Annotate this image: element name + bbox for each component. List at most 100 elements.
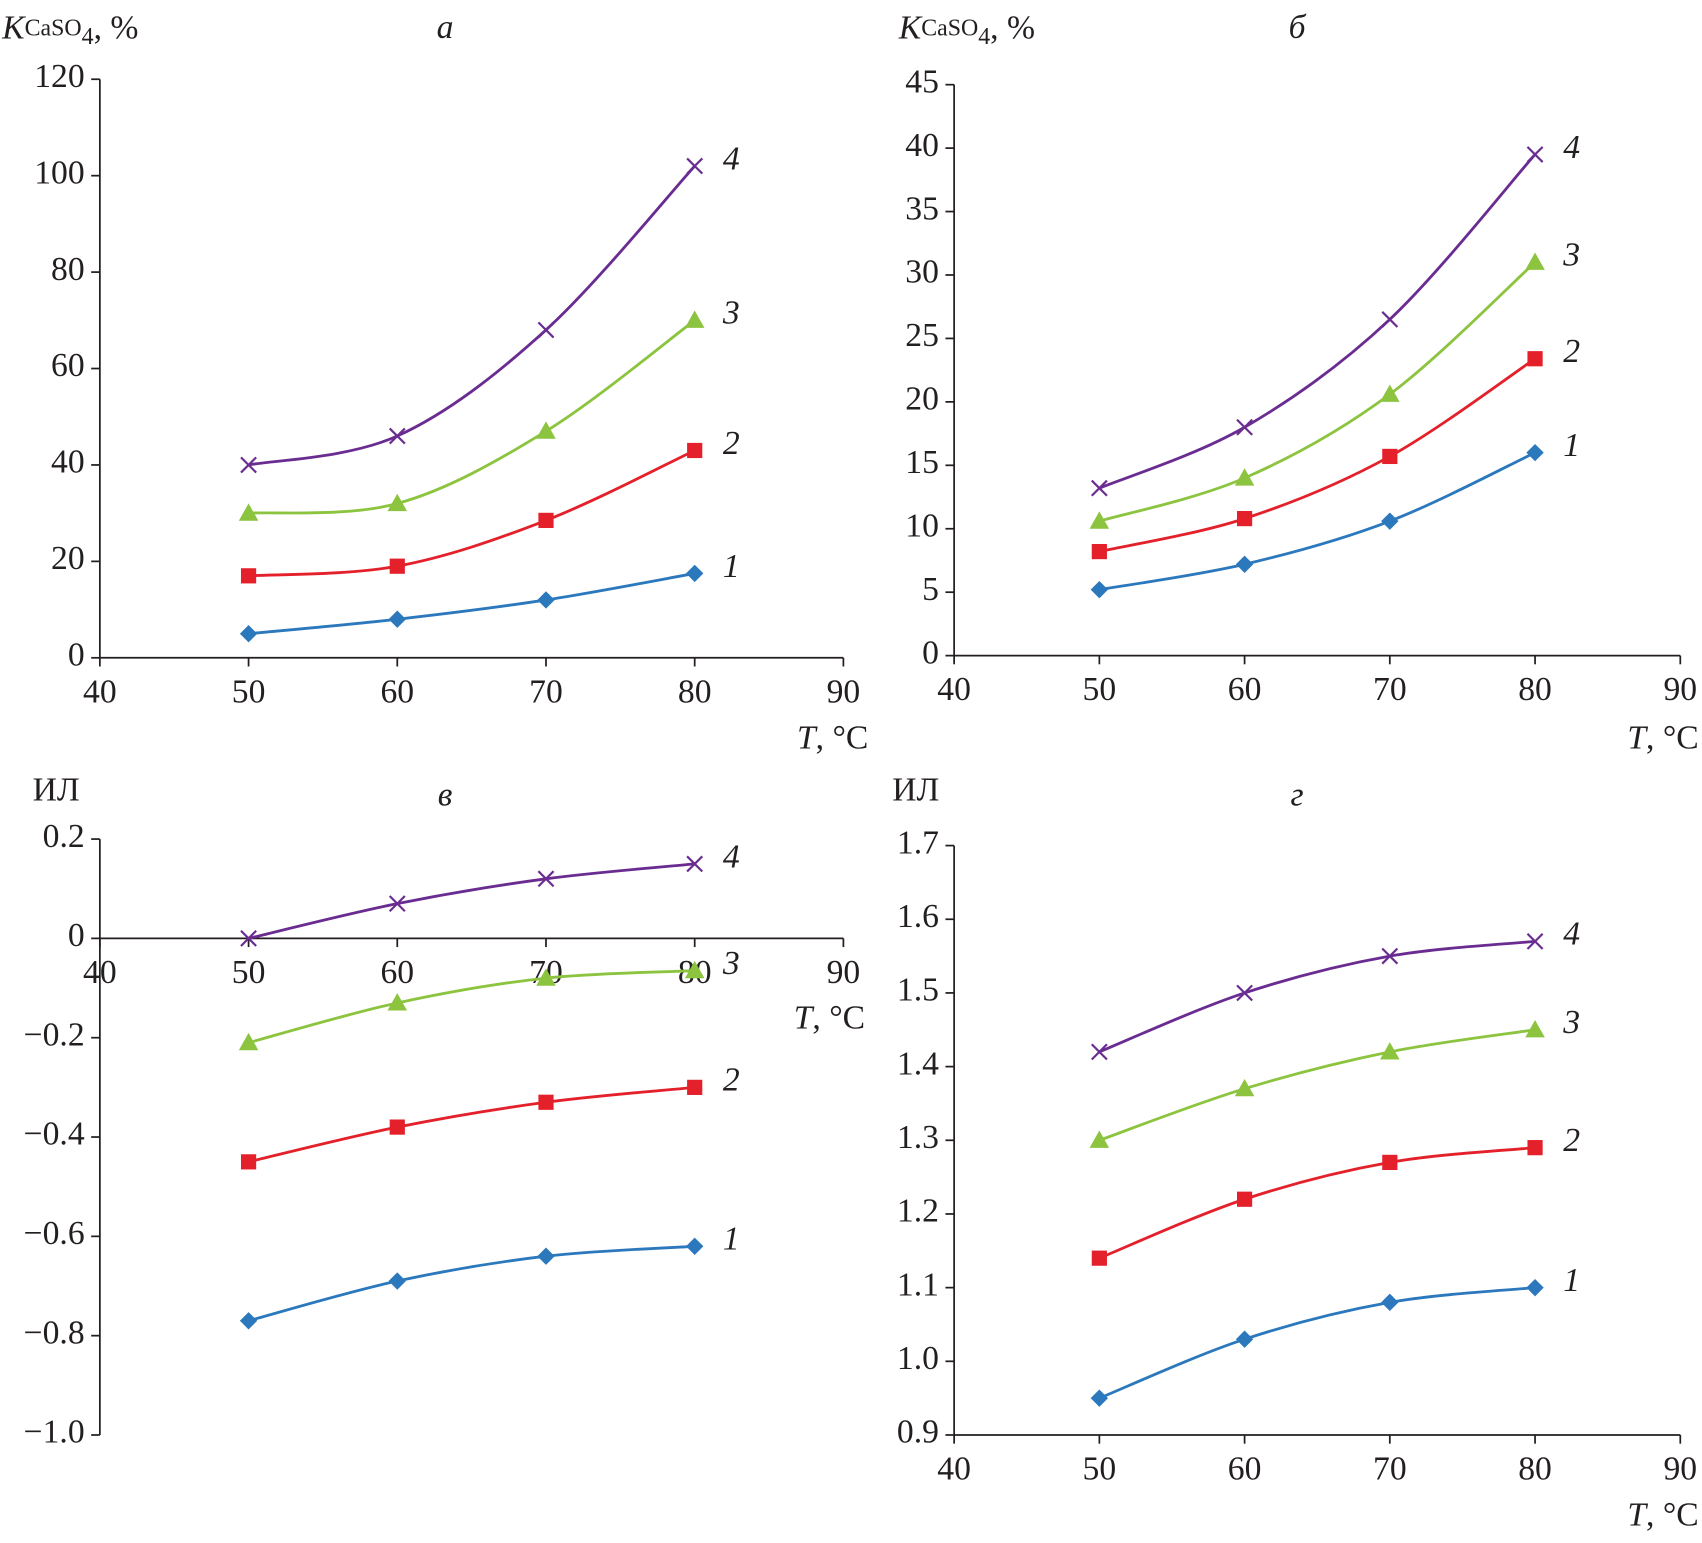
- series-line: [248, 862, 695, 940]
- series-line: [248, 969, 695, 1045]
- x-tick-label: 70: [529, 673, 563, 710]
- series-label: 4: [723, 838, 740, 875]
- series-line: [248, 319, 696, 515]
- marker: [240, 568, 257, 584]
- x-tick-label: 70: [1373, 1451, 1407, 1488]
- y-tick-label: 20: [51, 540, 85, 577]
- y-axis-label-part: ИЛ: [892, 771, 939, 808]
- marker: [240, 930, 257, 947]
- marker: [1236, 1191, 1253, 1207]
- x-tick-label: 40: [83, 954, 117, 991]
- series-label: 1: [1563, 1262, 1580, 1299]
- y-tick-label: 10: [905, 507, 939, 544]
- y-tick-label: 60: [51, 347, 85, 384]
- y-axis-label-part: 4: [82, 25, 94, 51]
- y-tick-label: −0.6: [24, 1215, 85, 1252]
- x-axis-label-part: , °C: [1646, 1496, 1699, 1533]
- marker: [239, 1312, 258, 1330]
- y-axis-label: ИЛ: [892, 771, 939, 808]
- marker: [1236, 418, 1253, 436]
- y-tick-label: 1.3: [897, 1119, 939, 1156]
- series-line: [248, 165, 696, 467]
- marker: [1236, 511, 1253, 527]
- y-axis-label-part: 4: [978, 25, 990, 51]
- marker: [1381, 947, 1399, 965]
- y-tick-label: 40: [905, 127, 939, 164]
- x-tick-label: 50: [232, 673, 266, 710]
- y-tick-label: 1.0: [897, 1340, 939, 1377]
- marker: [1234, 1078, 1255, 1097]
- marker: [536, 968, 556, 986]
- marker: [240, 1154, 257, 1170]
- series-label: 2: [723, 425, 740, 462]
- marker: [1236, 984, 1253, 1002]
- y-tick-label: 0.2: [43, 818, 85, 855]
- marker: [389, 558, 405, 574]
- series-label: 2: [1563, 1122, 1580, 1159]
- marker: [686, 564, 704, 583]
- y-tick-label: 45: [905, 63, 939, 100]
- marker: [1091, 1250, 1107, 1266]
- series-line: [1099, 357, 1536, 553]
- series-line: [248, 1244, 695, 1323]
- panel: 0.9 1.0 1.1 1.2 1.3 1.4 1.5 1.6 1.7 40 50 60 70 80 90 И…: [892, 771, 1698, 1533]
- x-tick-label: 70: [1373, 671, 1407, 708]
- marker: [389, 1119, 405, 1135]
- x-tick-label: 80: [1518, 1451, 1552, 1488]
- marker: [537, 1247, 555, 1265]
- series-label: 1: [1563, 427, 1580, 464]
- y-tick-label: 0: [922, 634, 939, 671]
- x-axis-label-part: , °C: [1646, 719, 1699, 756]
- y-tick-label: 120: [34, 58, 84, 95]
- y-tick-label: 25: [905, 317, 939, 354]
- series-line: [1098, 939, 1536, 1054]
- y-axis-label-part: CaSO: [921, 16, 978, 42]
- panel-title: б: [1289, 9, 1307, 46]
- y-tick-label: 35: [905, 190, 939, 227]
- marker: [1381, 311, 1399, 328]
- x-tick-label: 60: [380, 954, 414, 991]
- series-label: 3: [1562, 1004, 1580, 1041]
- x-tick-label: 60: [1228, 1451, 1262, 1488]
- y-tick-label: 80: [51, 251, 85, 288]
- marker: [1380, 384, 1400, 402]
- y-axis-label: KCaSO4, %: [1, 9, 138, 50]
- marker: [1090, 1389, 1109, 1407]
- y-axis-label-part: K: [898, 9, 923, 46]
- marker: [1234, 468, 1255, 486]
- marker: [387, 493, 408, 512]
- marker: [538, 1094, 554, 1110]
- marker: [686, 1237, 704, 1255]
- marker: [684, 310, 705, 328]
- series-line: [1098, 261, 1537, 523]
- series-label: 1: [723, 548, 740, 585]
- x-axis-label: T, °C: [1627, 719, 1698, 756]
- y-axis-label-part: ИЛ: [33, 771, 80, 808]
- series-label: 4: [1563, 916, 1580, 953]
- x-axis-label-part: , °C: [812, 999, 865, 1036]
- y-tick-label: −0.8: [24, 1314, 85, 1351]
- marker: [1090, 1043, 1108, 1061]
- marker: [388, 1272, 406, 1290]
- x-tick-label: 50: [1083, 1451, 1117, 1488]
- x-axis-label-part: T: [797, 719, 818, 756]
- x-tick-label: 40: [83, 673, 117, 710]
- panel-title: г: [1291, 777, 1304, 814]
- series-label: 3: [722, 945, 740, 982]
- x-axis-label: T, °C: [794, 999, 865, 1036]
- y-tick-label: 1.1: [897, 1266, 939, 1303]
- x-tick-label: 40: [937, 1451, 971, 1488]
- series-label: 2: [723, 1062, 740, 1099]
- marker: [1091, 543, 1107, 560]
- y-tick-label: 20: [905, 381, 939, 418]
- marker: [687, 1079, 703, 1095]
- marker: [1527, 351, 1543, 367]
- x-tick-label: 90: [827, 954, 861, 991]
- marker: [1526, 443, 1544, 462]
- series-line: [248, 449, 696, 578]
- y-axis-label-part: , %: [990, 9, 1035, 46]
- marker: [1525, 1020, 1545, 1038]
- panel-title: в: [438, 777, 453, 814]
